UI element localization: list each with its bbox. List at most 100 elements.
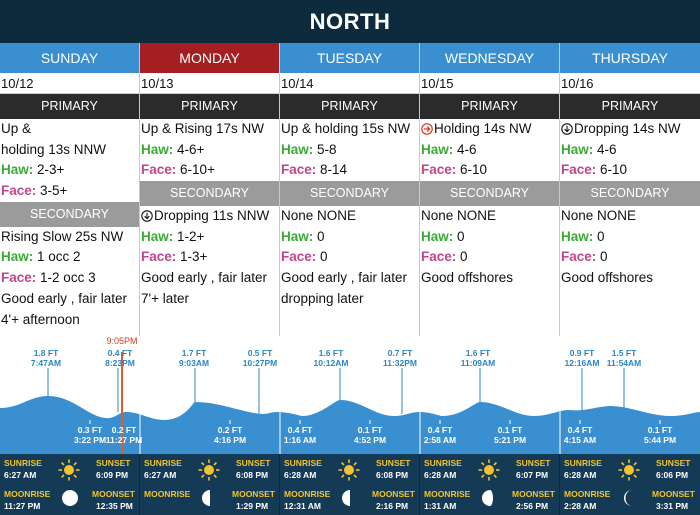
face-value: 8-14 bbox=[320, 162, 348, 178]
face-value: 3-5+ bbox=[40, 183, 68, 199]
sunrise-time: 6:27 AM bbox=[144, 470, 177, 480]
moonrise-label: MOONRISE bbox=[564, 489, 611, 499]
haw-value: 1 occ 2 bbox=[37, 249, 81, 265]
secondary-haw: Haw: 1 occ 2 bbox=[0, 247, 139, 268]
sunset-time: 6:09 PM bbox=[96, 470, 129, 480]
high-tide-label: 0.4 FT 8:23PM bbox=[105, 348, 135, 368]
haw-label: Haw: bbox=[281, 141, 314, 157]
secondary-swell: None NONE bbox=[281, 208, 357, 224]
primary-header: PRIMARY bbox=[420, 94, 559, 119]
tide-chart: 9:05PM 1.8 FT 7:47AM 0.4 FT 8:23PM 1.7 FT 9… bbox=[0, 336, 700, 454]
high-tide-label: 1.5 FT 11:54AM bbox=[606, 348, 642, 368]
secondary-face: Face: 1-3+ bbox=[140, 247, 279, 268]
secondary-swell: Rising Slow 25s NW bbox=[1, 228, 124, 244]
sun-icon bbox=[58, 459, 80, 486]
sunrise-time: 6:28 AM bbox=[284, 470, 317, 480]
face-label: Face: bbox=[281, 249, 317, 265]
primary-face: Face: 6-10+ bbox=[140, 160, 279, 181]
day-name[interactable]: SUNDAY bbox=[0, 43, 139, 73]
face-label: Face: bbox=[421, 249, 457, 265]
primary-haw: Haw: 4-6 bbox=[420, 140, 559, 161]
face-value: 6-10+ bbox=[180, 162, 215, 178]
sunrise-time: 6:28 AM bbox=[424, 470, 457, 480]
waning-gibbous-icon bbox=[61, 489, 82, 512]
moonrise-label: MOONRISE bbox=[284, 489, 331, 499]
secondary-swell: None NONE bbox=[421, 208, 497, 224]
tide-graph bbox=[0, 352, 700, 454]
secondary-header: SECONDARY bbox=[0, 201, 139, 227]
note: Good early , fair later bbox=[1, 290, 128, 306]
sunrise-label: SUNRISE bbox=[424, 458, 462, 468]
down-arrow-icon bbox=[141, 208, 153, 229]
right-arrow-icon bbox=[421, 121, 433, 142]
primary-swell: Up & bbox=[1, 121, 32, 136]
moonrise-time: 11:27 PM bbox=[4, 501, 41, 511]
sun-icon bbox=[478, 459, 500, 486]
primary-swell: Up & holding 15s NW bbox=[281, 121, 411, 136]
primary-header: PRIMARY bbox=[280, 94, 419, 119]
moonrise-time: 1:31 AM bbox=[424, 501, 457, 511]
moonrise-label: MOONRISE bbox=[144, 489, 191, 499]
current-time-label: 9:05PM bbox=[106, 336, 138, 346]
day-column-sunday: SUNDAY 10/12 PRIMARY Up & holding 13s NN… bbox=[0, 43, 140, 343]
sunset-label: SUNSET bbox=[656, 458, 691, 468]
sun-moon-row: SUNRISE 6:27 AM SUNSET 6:09 PM MOONRISE … bbox=[0, 454, 700, 515]
moonset-label: MOONSET bbox=[92, 489, 135, 499]
face-label: Face: bbox=[561, 249, 597, 265]
day-name[interactable]: WEDNESDAY bbox=[420, 43, 559, 73]
day-column-wednesday: WEDNESDAY 10/15 PRIMARY Holding 14s NW H… bbox=[420, 43, 560, 343]
secondary-swell: None NONE bbox=[561, 208, 637, 224]
last-quarter-icon bbox=[201, 489, 219, 512]
secondary-haw: Haw: 0 bbox=[420, 227, 559, 248]
primary-swell: Dropping 14s NW bbox=[560, 119, 700, 140]
haw-label: Haw: bbox=[1, 249, 34, 265]
high-tide-label: 1.7 FT 9:03AM bbox=[178, 348, 210, 368]
day-name[interactable]: TUESDAY bbox=[280, 43, 419, 73]
secondary-face: Face: 0 bbox=[420, 247, 559, 268]
note: 4'+ afternoon bbox=[1, 311, 80, 327]
primary-swell: Up & Rising 17s NW bbox=[141, 121, 265, 136]
low-tide-label: 0.1 FT 5:44 PM bbox=[643, 425, 677, 445]
sun-icon bbox=[198, 459, 220, 486]
tide-wave bbox=[0, 396, 700, 454]
haw-value: 4-6 bbox=[597, 141, 617, 157]
haw-value: 4-6+ bbox=[177, 141, 205, 157]
haw-value: 1-2+ bbox=[177, 228, 205, 244]
day-date: 10/14 bbox=[280, 73, 419, 94]
sunrise-label: SUNRISE bbox=[564, 458, 602, 468]
high-tide-label: 1.6 FT 11:09AM bbox=[460, 348, 496, 368]
sunset-time: 6:08 PM bbox=[376, 470, 409, 480]
low-tide-label: 0.1 FT 5:21 PM bbox=[493, 425, 527, 445]
sun-moon-cell: SUNRISE 6:27 AM SUNSET 6:08 PM MOONRISE … bbox=[140, 454, 280, 515]
secondary-face: Face: 1-2 occ 3 bbox=[0, 268, 139, 289]
day-date: 10/13 bbox=[140, 73, 279, 94]
high-tide-label: 0.9 FT 12:16AM bbox=[564, 348, 600, 368]
primary-face: Face: 6-10 bbox=[560, 160, 700, 181]
haw-value: 0 bbox=[317, 228, 325, 244]
face-label: Face: bbox=[1, 183, 37, 199]
face-label: Face: bbox=[281, 162, 317, 178]
high-tide-label: 1.6 FT 10:12AM bbox=[313, 348, 349, 368]
day-date: 10/15 bbox=[420, 73, 559, 94]
secondary-haw: Haw: 0 bbox=[280, 227, 419, 248]
moonset-label: MOONSET bbox=[652, 489, 695, 499]
secondary-haw: Haw: 0 bbox=[560, 227, 700, 248]
face-value: 0 bbox=[460, 249, 468, 265]
day-column-monday: MONDAY 10/13 PRIMARY Up & Rising 17s NW … bbox=[140, 43, 280, 343]
haw-value: 4-6 bbox=[457, 141, 477, 157]
primary-swell: Holding 14s NW bbox=[420, 119, 559, 140]
sun-icon bbox=[338, 459, 360, 486]
day-name[interactable]: THURSDAY bbox=[560, 43, 700, 73]
secondary-header: SECONDARY bbox=[560, 181, 700, 207]
primary-face: Face: 8-14 bbox=[280, 160, 419, 181]
sunset-label: SUNSET bbox=[516, 458, 551, 468]
primary-haw: Haw: 5-8 bbox=[280, 140, 419, 161]
day-name[interactable]: MONDAY bbox=[140, 43, 279, 73]
face-value: 0 bbox=[600, 249, 608, 265]
low-tide-label: 0.4 FT 4:15 AM bbox=[563, 425, 597, 445]
day-column-tuesday: TUESDAY 10/14 PRIMARY Up & holding 15s N… bbox=[280, 43, 420, 343]
primary-haw: Haw: 2-3+ bbox=[0, 160, 139, 181]
haw-value: 0 bbox=[597, 228, 605, 244]
sunrise-time: 6:28 AM bbox=[564, 470, 597, 480]
moonset-time: 1:29 PM bbox=[236, 501, 269, 511]
